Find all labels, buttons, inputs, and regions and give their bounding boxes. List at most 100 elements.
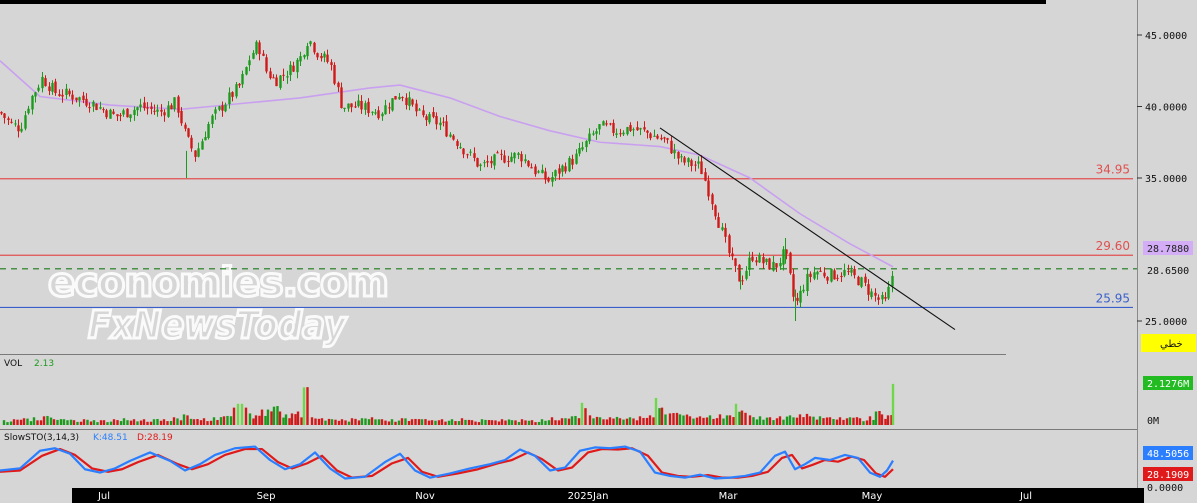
volume-bar[interactable] — [812, 416, 815, 425]
candle-body[interactable] — [316, 53, 319, 58]
candle-body[interactable] — [7, 118, 10, 120]
candle-body[interactable] — [816, 271, 819, 275]
volume-bar[interactable] — [615, 416, 619, 425]
volume-bar[interactable] — [96, 422, 99, 425]
candle-body[interactable] — [371, 111, 374, 113]
volume-bar[interactable] — [842, 419, 845, 425]
volume-bar[interactable] — [695, 417, 699, 425]
candle-body[interactable] — [24, 115, 27, 129]
volume-bar[interactable] — [337, 420, 341, 425]
volume-bar[interactable] — [327, 418, 331, 425]
candle-body[interactable] — [68, 90, 71, 95]
candle-body[interactable] — [374, 112, 377, 114]
candle-body[interactable] — [54, 81, 57, 94]
candle-body[interactable] — [609, 123, 612, 125]
candle-body[interactable] — [95, 103, 98, 111]
candle-body[interactable] — [782, 249, 785, 265]
candle-body[interactable] — [462, 148, 465, 155]
volume-bar[interactable] — [832, 419, 835, 425]
volume-bar[interactable] — [798, 414, 802, 425]
candle-body[interactable] — [867, 284, 870, 295]
volume-bar[interactable] — [36, 420, 39, 425]
volume-bar[interactable] — [878, 411, 881, 425]
candle-body[interactable] — [806, 273, 809, 292]
price-candles[interactable] — [0, 40, 894, 321]
candle-body[interactable] — [190, 137, 193, 149]
line-tool-button[interactable] — [1141, 334, 1196, 352]
volume-bar[interactable] — [785, 416, 789, 425]
candle-body[interactable] — [180, 110, 183, 124]
volume-bar[interactable] — [427, 420, 431, 425]
candle-body[interactable] — [598, 124, 601, 130]
candle-body[interactable] — [340, 87, 343, 109]
volume-bar[interactable] — [708, 415, 712, 425]
candle-body[interactable] — [109, 109, 112, 119]
candle-body[interactable] — [660, 137, 663, 140]
candle-body[interactable] — [415, 103, 418, 112]
candle-body[interactable] — [632, 129, 635, 131]
candle-body[interactable] — [891, 275, 894, 287]
candle-body[interactable] — [286, 76, 289, 78]
volume-bar[interactable] — [642, 417, 645, 425]
volume-bar[interactable] — [156, 418, 159, 425]
candle-body[interactable] — [173, 97, 176, 110]
volume-bar[interactable] — [574, 415, 577, 425]
candle-body[interactable] — [75, 97, 78, 101]
volume-bar[interactable] — [310, 417, 314, 425]
volume-bar[interactable] — [76, 421, 79, 425]
candle-body[interactable] — [102, 109, 105, 111]
volume-bar[interactable] — [778, 416, 782, 425]
volume-bar[interactable] — [862, 421, 865, 425]
volume-bar[interactable] — [588, 415, 592, 425]
volume-bar[interactable] — [146, 421, 149, 425]
volume-bar[interactable] — [517, 421, 521, 425]
volume-bar[interactable] — [290, 413, 294, 425]
candle-body[interactable] — [143, 102, 146, 109]
volume-bar[interactable] — [880, 414, 884, 425]
volume-bar[interactable] — [300, 417, 303, 425]
volume-bar[interactable] — [738, 411, 741, 425]
volume-bar[interactable] — [884, 418, 887, 425]
candle-body[interactable] — [819, 270, 822, 272]
candle-body[interactable] — [813, 272, 816, 279]
volume-bar[interactable] — [196, 419, 199, 425]
candle-body[interactable] — [364, 103, 367, 110]
candle-body[interactable] — [649, 133, 652, 139]
candle-body[interactable] — [258, 42, 261, 55]
candle-body[interactable] — [724, 227, 727, 237]
volume-bar[interactable] — [480, 419, 484, 425]
volume-bar[interactable] — [176, 418, 179, 425]
candle-body[interactable] — [741, 280, 744, 282]
candle-body[interactable] — [343, 107, 346, 109]
candle-body[interactable] — [129, 114, 132, 119]
volume-bar[interactable] — [49, 417, 53, 425]
candle-body[interactable] — [466, 154, 469, 156]
candle-body[interactable] — [408, 97, 411, 106]
candle-body[interactable] — [887, 286, 890, 299]
candle-body[interactable] — [214, 109, 217, 114]
candle-body[interactable] — [71, 94, 74, 100]
volume-bar[interactable] — [494, 420, 497, 425]
volume-bar[interactable] — [169, 420, 173, 425]
volume-bar[interactable] — [116, 420, 119, 425]
candle-body[interactable] — [282, 74, 285, 76]
volume-bar[interactable] — [487, 420, 491, 425]
candle-body[interactable] — [411, 99, 414, 105]
volume-bar[interactable] — [404, 418, 407, 425]
candle-body[interactable] — [105, 110, 108, 118]
candle-body[interactable] — [799, 290, 802, 303]
volume-bar[interactable] — [577, 418, 581, 425]
volume-bars[interactable] — [2, 383, 895, 425]
candle-body[interactable] — [575, 153, 578, 164]
candle-body[interactable] — [435, 115, 438, 125]
volume-bar[interactable] — [29, 421, 33, 425]
volume-bar[interactable] — [222, 416, 226, 425]
candle-body[interactable] — [755, 260, 758, 263]
volume-bar[interactable] — [524, 420, 527, 425]
volume-bar[interactable] — [424, 419, 427, 425]
volume-bar[interactable] — [782, 419, 785, 425]
candle-body[interactable] — [112, 111, 115, 114]
candle-body[interactable] — [646, 130, 649, 133]
volume-bar[interactable] — [384, 420, 387, 425]
